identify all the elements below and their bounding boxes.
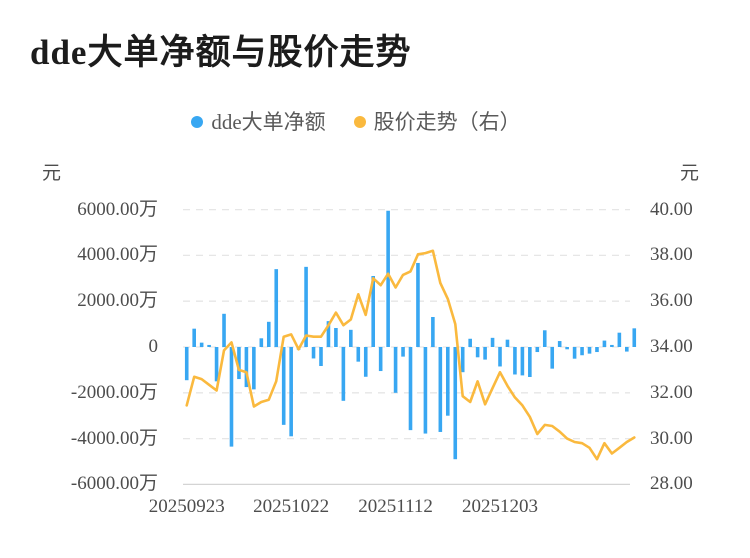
bar-dde-net [513,347,517,375]
bar-dde-net [445,347,450,416]
bar-dde-net [528,347,532,377]
bar-dde-net [557,341,562,347]
left-axis-tick: 6000.00万 [77,198,158,220]
bar-dde-net [184,347,189,381]
legend-label-dde: dde大单净额 [211,110,326,134]
chart-title: dde大单净额与股价走势 [30,33,412,72]
bar-dde-net [386,210,390,347]
x-axis-tick: 20251022 [253,496,330,517]
left-axis-tick: -6000.00万 [70,473,158,495]
bar-dde-net [222,313,226,347]
bar-dde-net [438,347,443,432]
price-line [185,249,636,461]
bar-dde-net [289,347,293,437]
bar-dde-net [625,347,629,352]
bar-dde-net [349,329,353,347]
x-axis-tick: 20251112 [358,496,433,517]
bar-dde-net [408,347,413,431]
bar-dde-net [498,347,502,367]
bar-dde-net [617,332,622,347]
bar-dde-net [341,347,346,401]
right-axis-tick: 36.00 [650,290,693,312]
right-axis-tick: 40.00 [650,198,693,220]
bar-dde-net [565,347,569,350]
legend-item-dde[interactable]: dde大单净额 [191,110,326,134]
bar-dde-net [431,317,435,347]
left-axis-tick: 0 [148,336,159,357]
bar-dde-net [274,269,279,347]
right-axis-tick: 30.00 [650,427,693,449]
bar-dde-net [259,338,264,347]
bar-dde-net [214,347,219,382]
bar-dde-net [252,347,256,390]
bar-dde-net [363,347,368,377]
bar-dde-net [580,347,584,356]
bar-dde-net [595,347,599,353]
bar-dde-net [199,342,204,347]
left-axis-tick: 2000.00万 [77,290,158,312]
bar-dde-net [237,347,241,380]
bar-dde-net [483,347,487,360]
bar-dde-net [475,347,480,358]
right-axis-tick: 38.00 [650,244,693,266]
legend-item-price[interactable]: 股价走势（右） [353,110,521,134]
bar-dde-net [610,344,614,347]
bar-dde-net [207,344,211,347]
right-axis-tick: 28.00 [650,473,693,495]
bar-dde-net [542,330,547,347]
bar-dde-net [378,347,383,372]
x-axis-tick: 20250923 [148,496,225,517]
bar-dde-net [587,347,592,354]
legend-dot-blue-icon [191,116,204,128]
bar-dde-net [192,328,196,347]
bar-dde-net [490,337,495,347]
bar-dde-net [535,347,540,353]
bar-dde-net [468,338,472,347]
bar-dde-net [401,347,405,357]
bar-dde-net [244,347,249,388]
bar-dde-net [423,347,428,434]
left-axis-tick: -4000.00万 [70,427,158,449]
bar-dde-net [229,347,234,447]
bar-dde-net [311,347,316,359]
bar-dde-net [453,347,458,460]
bar-dde-net [319,347,323,367]
legend-label-price: 股价走势（右） [373,110,521,134]
bar-dde-net [632,328,637,347]
left-axis-tick: 4000.00万 [77,244,158,266]
bar-dde-net [550,347,555,369]
bar-dde-net [460,347,465,373]
bar-dde-net [281,347,286,425]
bar-dde-net [572,347,577,359]
bar-dde-net [266,321,271,347]
right-axis-unit: 元 [680,163,700,184]
bar-dde-net [334,327,338,347]
right-axis-tick: 32.00 [650,381,693,403]
bar-dde-net [505,339,510,347]
bar-dde-net [304,266,308,347]
left-axis-unit: 元 [42,163,62,184]
legend: dde大单净额 股价走势（右） [0,111,750,133]
bar-dde-net [371,276,376,347]
bar-dde-net [393,347,398,393]
legend-dot-yellow-icon [353,116,366,128]
bar-dde-net [520,347,525,376]
bar-dde-net [326,321,331,347]
x-axis-tick: 20251203 [462,496,538,517]
bar-dde-net [602,340,607,347]
bar-dde-net [416,262,420,347]
left-axis-tick: -2000.00万 [70,381,158,403]
bar-dde-net [356,347,361,362]
right-axis-tick: 34.00 [650,336,693,357]
